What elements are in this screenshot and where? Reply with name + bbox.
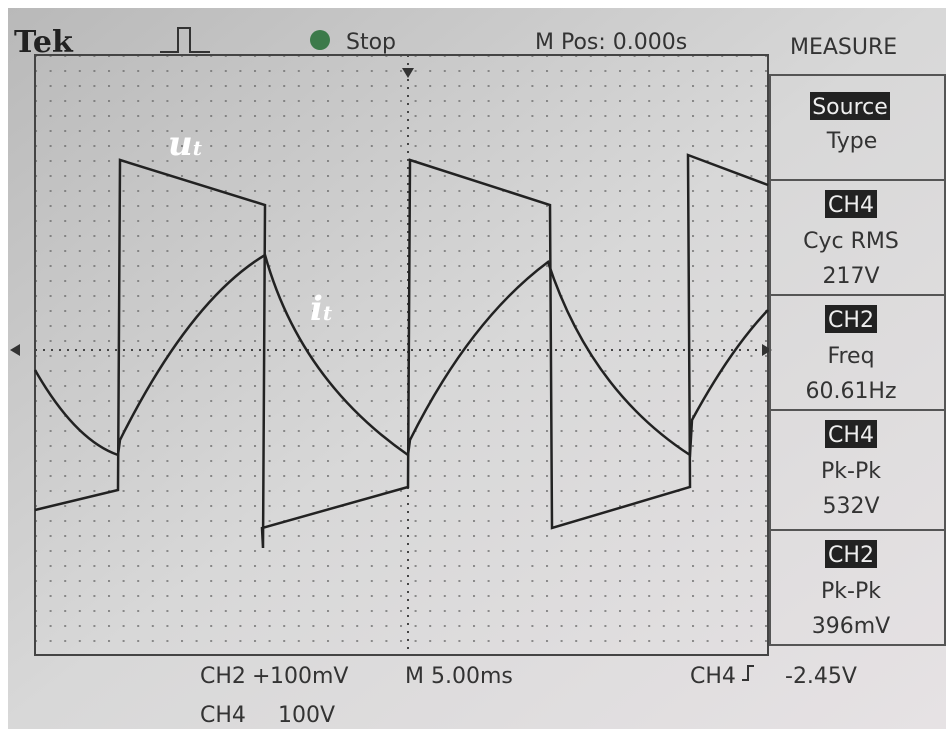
ch2-label: CH2 [200, 664, 246, 689]
trigger-channel: CH4 [690, 664, 736, 689]
status: Stop [346, 30, 396, 55]
measure-name: Pk-Pk [821, 459, 881, 484]
channel-badge [825, 190, 877, 218]
measure-name: Freq [827, 344, 874, 369]
label-main: i [310, 289, 323, 329]
measure-channel: CH4 [828, 193, 874, 218]
measure-value: 60.61Hz [805, 379, 896, 404]
trigger-icon [160, 27, 210, 53]
position: M Pos: 0.000s [535, 30, 687, 55]
status-dot [310, 30, 330, 50]
measure-name: Cyc RMS [803, 229, 899, 254]
ch4-scale: 100V [278, 703, 335, 728]
ch2-scale: 100mV [270, 664, 348, 689]
trigger-level: -2.45V [785, 664, 857, 689]
ch4-label: CH4 [200, 703, 246, 728]
label-sub: t [193, 136, 203, 160]
voltage-label: ut [168, 124, 203, 164]
ground-icon: + [252, 664, 270, 689]
menu-source[interactable]: Source [812, 95, 888, 120]
measure-value: 396mV [812, 614, 890, 639]
graticule [10, 54, 772, 656]
measure-channel: CH4 [828, 423, 874, 448]
menu-type[interactable]: Type [826, 129, 878, 154]
voltage-trace [34, 153, 769, 549]
label-main: u [168, 124, 193, 164]
channel-badge [825, 305, 877, 333]
measure-name: Pk-Pk [821, 579, 881, 604]
menu-title: MEASURE [790, 35, 897, 60]
measure-value: 217V [822, 264, 879, 289]
label-sub: t [323, 301, 333, 325]
current-trace [33, 253, 769, 458]
current-label: it [310, 289, 333, 329]
measure-channel: CH2 [828, 308, 874, 333]
timebase: M 5.00ms [405, 664, 513, 689]
channel-badge [825, 420, 877, 448]
edge-icon [742, 665, 754, 681]
measure-value: 532V [822, 494, 879, 519]
channel-badge [825, 540, 877, 568]
measure-channel: CH2 [828, 543, 874, 568]
measure-menu: Source Type CH4 Cyc RMS 217V CH2 Freq 60.61Hz… [769, 74, 946, 646]
